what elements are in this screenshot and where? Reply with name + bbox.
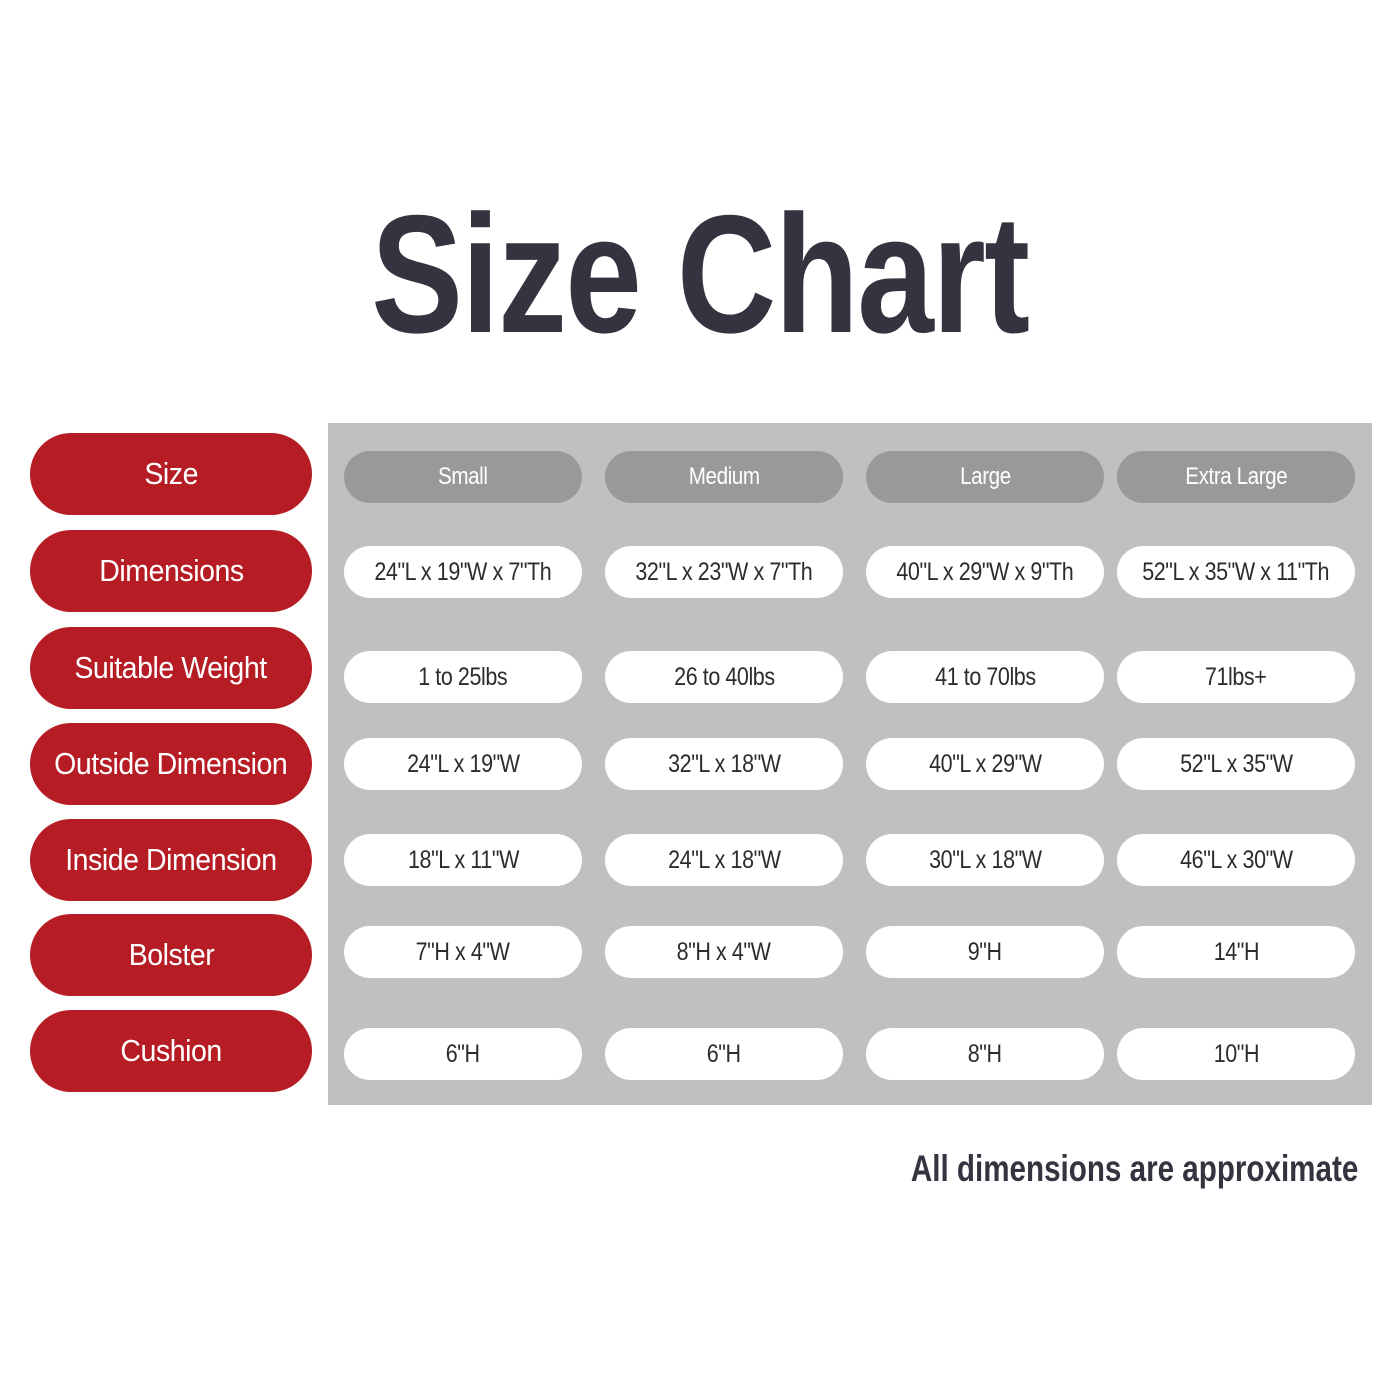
size-header: Large	[866, 451, 1104, 503]
table-cell: 52"L x 35"W	[1117, 738, 1355, 790]
page-title: Size Chart	[0, 190, 1400, 358]
size-header-text: Small	[438, 463, 488, 490]
table-cell: 10"H	[1117, 1028, 1355, 1080]
table-cell-text: 40"L x 29"W	[928, 749, 1042, 778]
table-cell: 52"L x 35"W x 11"Th	[1117, 546, 1355, 598]
row-label: Suitable Weight	[30, 627, 312, 709]
footnote: All dimensions are approximate	[799, 1148, 1358, 1190]
table-cell-text: 10"H	[1213, 1039, 1259, 1068]
table-cell: 18"L x 11"W	[344, 834, 582, 886]
row-label: Bolster	[30, 914, 312, 996]
table-cell: 1 to 25lbs	[344, 651, 582, 703]
row-label-text: Size	[144, 456, 198, 491]
table-cell: 8"H	[866, 1028, 1104, 1080]
table-cell-text: 14"H	[1213, 937, 1259, 966]
size-header: Medium	[605, 451, 843, 503]
row-label: Dimensions	[30, 530, 312, 612]
table-cell-text: 30"L x 18"W	[928, 845, 1042, 874]
table-cell: 30"L x 18"W	[866, 834, 1104, 886]
row-label-text: Inside Dimension	[65, 842, 277, 877]
table-cell: 32"L x 23"W x 7"Th	[605, 546, 843, 598]
table-cell-text: 52"L x 35"W x 11"Th	[1142, 557, 1330, 586]
table-cell-text: 40"L x 29"W x 9"Th	[896, 557, 1074, 586]
table-cell-text: 1 to 25lbs	[418, 662, 508, 691]
table-cell: 6"H	[605, 1028, 843, 1080]
table-cell: 46"L x 30"W	[1117, 834, 1355, 886]
table-cell-text: 6"H	[446, 1039, 480, 1068]
table-cell-text: 71lbs+	[1205, 662, 1267, 691]
table-cell-text: 24"L x 19"W	[406, 749, 520, 778]
table-cell-text: 52"L x 35"W	[1179, 749, 1293, 778]
table-cell: 6"H	[344, 1028, 582, 1080]
table-cell: 14"H	[1117, 926, 1355, 978]
size-header-text: Large	[959, 463, 1011, 490]
size-header: Small	[344, 451, 582, 503]
table-cell-text: 6"H	[707, 1039, 741, 1068]
row-label-text: Dimensions	[98, 553, 244, 588]
row-label-text: Bolster	[128, 937, 214, 972]
table-cell: 40"L x 29"W x 9"Th	[866, 546, 1104, 598]
table-cell: 41 to 70lbs	[866, 651, 1104, 703]
table-cell-text: 8"H	[968, 1039, 1002, 1068]
row-label: Inside Dimension	[30, 819, 312, 901]
size-header: Extra Large	[1117, 451, 1355, 503]
table-cell-text: 24"L x 19"W x 7"Th	[374, 557, 552, 586]
table-cell-text: 41 to 70lbs	[934, 662, 1036, 691]
table-cell-text: 9"H	[968, 937, 1002, 966]
row-label-text: Cushion	[120, 1033, 222, 1068]
footnote-text: All dimensions are approximate	[910, 1148, 1358, 1189]
table-cell: 24"L x 19"W	[344, 738, 582, 790]
table-cell-text: 24"L x 18"W	[667, 845, 781, 874]
row-label: Cushion	[30, 1010, 312, 1092]
table-cell: 32"L x 18"W	[605, 738, 843, 790]
table-cell: 71lbs+	[1117, 651, 1355, 703]
size-header-text: Extra Large	[1185, 463, 1287, 490]
table-cell-text: 7"H x 4"W	[416, 937, 510, 966]
table-cell: 24"L x 19"W x 7"Th	[344, 546, 582, 598]
table-cell-text: 26 to 40lbs	[673, 662, 775, 691]
table-cell: 24"L x 18"W	[605, 834, 843, 886]
table-cell-text: 46"L x 30"W	[1179, 845, 1293, 874]
size-header-text: Medium	[688, 463, 760, 490]
table-cell: 8"H x 4"W	[605, 926, 843, 978]
table-cell: 9"H	[866, 926, 1104, 978]
title-text: Size Chart	[371, 180, 1030, 368]
table-cell-text: 32"L x 23"W x 7"Th	[635, 557, 813, 586]
table-cell-text: 8"H x 4"W	[677, 937, 771, 966]
row-label-text: Outside Dimension	[54, 746, 288, 781]
row-label-text: Suitable Weight	[74, 650, 268, 685]
table-cell-text: 18"L x 11"W	[407, 845, 519, 874]
table-cell: 40"L x 29"W	[866, 738, 1104, 790]
row-label: Outside Dimension	[30, 723, 312, 805]
table-cell-text: 32"L x 18"W	[667, 749, 781, 778]
table-cell: 26 to 40lbs	[605, 651, 843, 703]
table-cell: 7"H x 4"W	[344, 926, 582, 978]
row-label: Size	[30, 433, 312, 515]
